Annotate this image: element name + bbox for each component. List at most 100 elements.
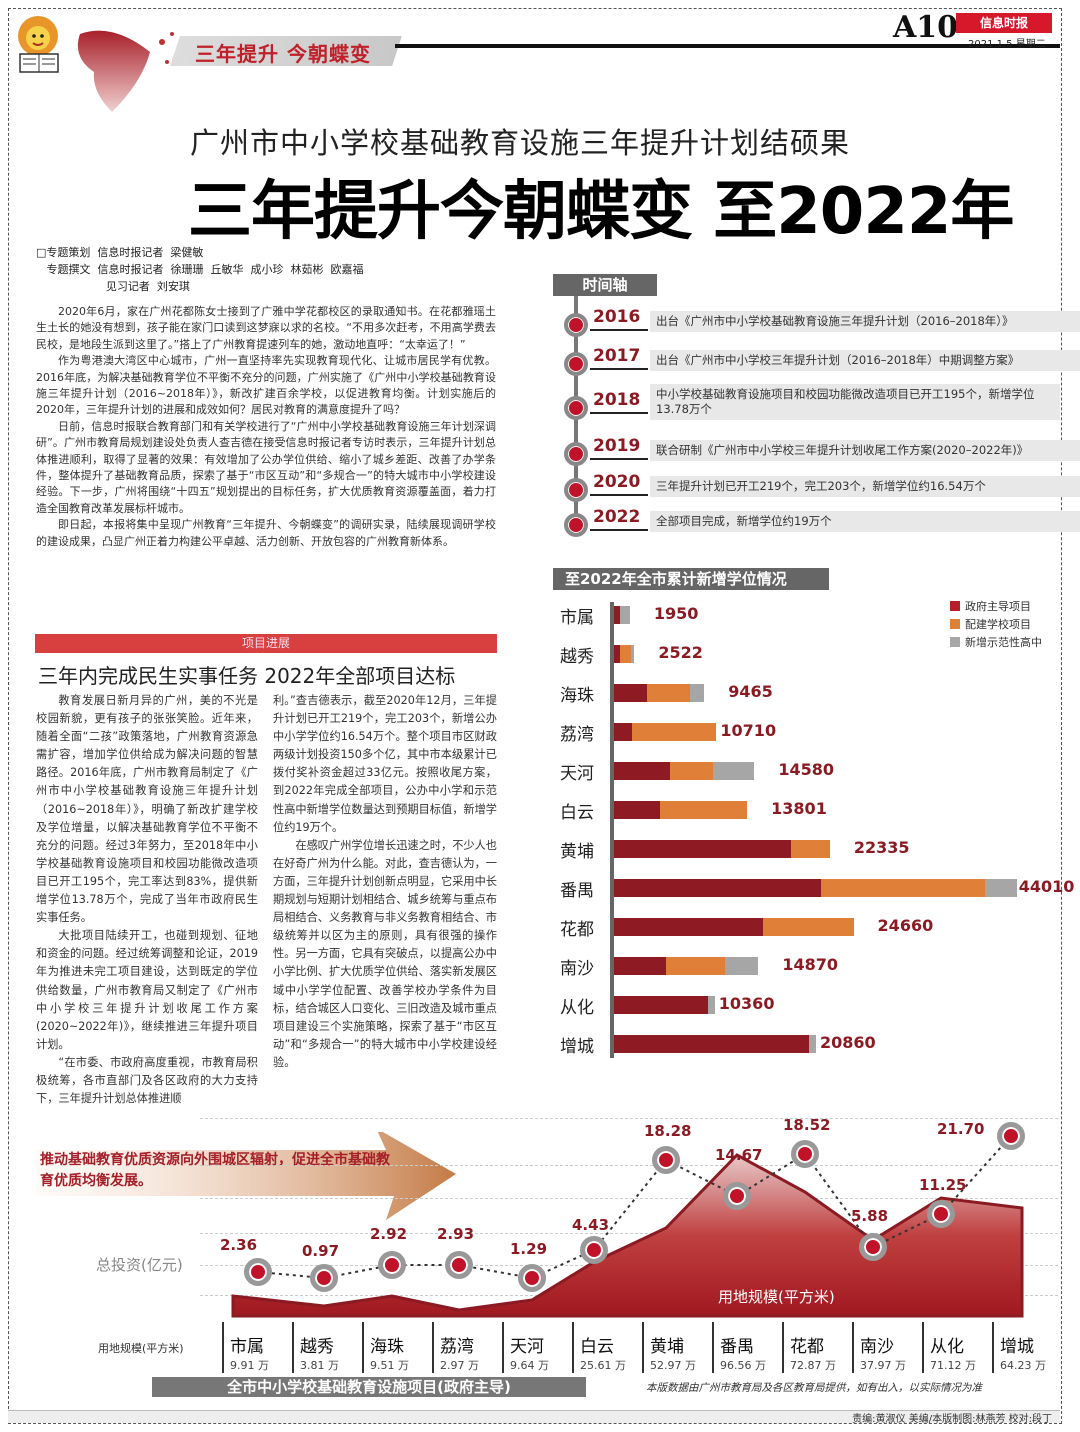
page-frame <box>8 8 1062 1424</box>
chart-footer-title: 全市中小学校基础教育设施项目(政府主导) <box>152 1377 586 1397</box>
bar-segment <box>614 996 709 1014</box>
investment-value: 18.52 <box>783 1116 831 1134</box>
district-name: 增城 <box>1000 1337 1034 1357</box>
bar-value: 44010 <box>1018 877 1075 896</box>
timeline-rule <box>590 494 648 496</box>
investment-point-icon <box>310 1264 338 1292</box>
timeline-rule <box>590 458 648 460</box>
intro-paragraph: 2020年6月，家在广州花都陈女士接到了广雅中学花都校区的录取通知书。在花都雅瑶… <box>36 305 496 351</box>
grid-line <box>200 1233 1058 1234</box>
bar-stack <box>614 1035 816 1053</box>
bar-segment <box>985 879 1017 897</box>
district-axis: 市属 9.91 万 越秀 3.81 万 海珠 9.51 万 荔湾 2.97 万 天河 9.64 万… <box>222 1322 1052 1376</box>
investment-point-icon <box>652 1146 680 1174</box>
investment-value: 21.70 <box>937 1120 985 1138</box>
bar-value: 14580 <box>778 760 835 779</box>
district-name: 从化 <box>930 1337 964 1357</box>
district-land-area: 2.97 万 <box>440 1359 479 1372</box>
bar-segment <box>666 957 726 975</box>
timeline-text: 出台《广州市中小学校基础教育设施三年提升计划（2016–2018年）》 <box>650 311 1080 332</box>
district-name: 市属 <box>230 1337 264 1357</box>
intro-paragraph: 即日起，本报将集中呈现广州教育“三年提升、今朝蝶变”的调研实录，陆续展现调研学校… <box>36 518 496 548</box>
bar-value: 2522 <box>658 643 703 662</box>
progress-column-1: 教育发展日新月异的广州，美的不光是校园新貌，更有孩子的张张笑脸。近年来，随着全面… <box>36 692 258 1108</box>
bar-category: 花都 <box>560 920 594 940</box>
bar-segment <box>808 1035 816 1053</box>
page-footer <box>8 1410 1060 1423</box>
district-name: 越秀 <box>300 1337 334 1357</box>
bar-value: 1950 <box>653 604 699 623</box>
article-paragraph: 大批项目陆续开工，也碰到规划、征地和资金的问题。经过统筹调整和论证，2019年为… <box>36 929 258 1051</box>
legend-item-highschool: 新增示范性高中 <box>950 634 1042 652</box>
timeline-year: 2019 <box>593 436 641 456</box>
district-label: 番禺 96.56 万 <box>712 1322 788 1373</box>
investment-point-icon <box>518 1264 546 1292</box>
legend-label: 配建学校项目 <box>965 618 1031 631</box>
investment-point-icon <box>244 1258 272 1286</box>
bar-category: 市属 <box>560 608 594 628</box>
district-land-area: 9.91 万 <box>230 1359 269 1372</box>
investment-point-icon <box>378 1251 406 1279</box>
bar-stack <box>614 957 759 975</box>
timeline-year: 2017 <box>593 346 641 366</box>
timeline-rule <box>590 412 648 414</box>
grid-line <box>200 1198 1058 1199</box>
bar-segment <box>614 684 647 702</box>
progress-column-2: 利。”查吉德表示，截至2020年12月，三年提升计划已开工219个，完工203个… <box>273 692 497 1072</box>
timeline-rule <box>590 368 648 370</box>
bar-category: 荔湾 <box>560 725 594 745</box>
investment-point-icon <box>927 1200 955 1228</box>
bar-segment <box>614 801 660 819</box>
arrow-graphic <box>36 1132 456 1220</box>
legend-label: 政府主导项目 <box>965 600 1031 613</box>
district-label: 增城 64.23 万 <box>992 1322 1068 1373</box>
district-land-area: 64.23 万 <box>1000 1359 1046 1372</box>
timeline-dot-icon <box>564 478 588 502</box>
timeline-text: 中小学校基础教育设施项目和校园功能微改造项目已开工195个，新增学位13.78万… <box>650 384 1060 420</box>
district-name: 白云 <box>580 1337 614 1357</box>
district-label: 天河 9.64 万 <box>502 1322 578 1373</box>
bar-chart-axis <box>610 602 614 1058</box>
intro-paragraph: 日前，信息时报联合教育部门和有关学校进行了“广州中小学校基础教育设施三年计划深调… <box>36 419 496 515</box>
district-label: 从化 71.12 万 <box>922 1322 998 1373</box>
district-name: 花都 <box>790 1337 824 1357</box>
byline-planner: □专题策划 信息时报记者 梁健敏 <box>36 246 204 259</box>
investment-label: 总投资(亿元) <box>96 1256 183 1274</box>
bar-value: 9465 <box>728 682 773 701</box>
bar-stack <box>614 723 717 741</box>
bar-stack <box>614 840 830 858</box>
grid-line <box>200 1118 1058 1119</box>
district-land-area: 96.56 万 <box>720 1359 766 1372</box>
bar-value: 20860 <box>819 1033 876 1052</box>
district-name: 荔湾 <box>440 1337 474 1357</box>
bar-stack <box>614 801 748 819</box>
bar-value: 13801 <box>771 799 827 818</box>
byline: □专题策划 信息时报记者 梁健敏 专题撰文 信息时报记者 徐珊珊 丘敏华 成小珍… <box>36 244 363 295</box>
article-paragraph: 在感叹广州学位增长迅速之时，不少人也在好奇广州为什么能。对此，查吉德认为，一方面… <box>273 838 497 1069</box>
newspaper-brand: 信息时报 <box>956 13 1052 33</box>
legend-swatch-school <box>950 619 960 629</box>
bar-stack <box>614 918 854 936</box>
bar-stack <box>614 762 755 780</box>
staff-credits: 责编:黄淑仪 美编/本版制图:林燕芳 校对:段丁 <box>852 1414 1052 1425</box>
page-number: A10 <box>893 10 959 45</box>
bar-stack <box>614 645 635 663</box>
bar-category: 越秀 <box>560 647 594 667</box>
investment-value: 1.29 <box>510 1240 548 1258</box>
district-label: 海珠 9.51 万 <box>362 1322 438 1373</box>
district-label: 白云 25.61 万 <box>572 1322 648 1373</box>
land-row-label: 用地规模(平方米) <box>98 1342 184 1355</box>
timeline-dot-icon <box>564 442 588 466</box>
bar-category: 白云 <box>560 803 594 823</box>
bar-category: 海珠 <box>560 686 594 706</box>
headline: 三年提升今朝蝶变 至2022年 <box>188 175 1014 249</box>
bar-stack <box>614 606 630 624</box>
timeline-year: 2020 <box>593 472 641 492</box>
arrow-annotation: 推动基础教育优质资源向外围城区辐射，促进全市基础教育优质均衡发展。 <box>40 1152 390 1189</box>
district-label: 市属 9.91 万 <box>222 1322 298 1373</box>
subheadline: 广州市中小学校基础教育设施三年提升计划结硕果 <box>190 126 851 160</box>
article-paragraph: 利。”查吉德表示，截至2020年12月，三年提升计划已开工219个，完工203个… <box>273 694 497 834</box>
district-land-area: 71.12 万 <box>930 1359 976 1372</box>
byline-writers: 专题撰文 信息时报记者 徐珊珊 丘敏华 成小珍 林茹彬 欧嘉福 <box>36 263 364 276</box>
